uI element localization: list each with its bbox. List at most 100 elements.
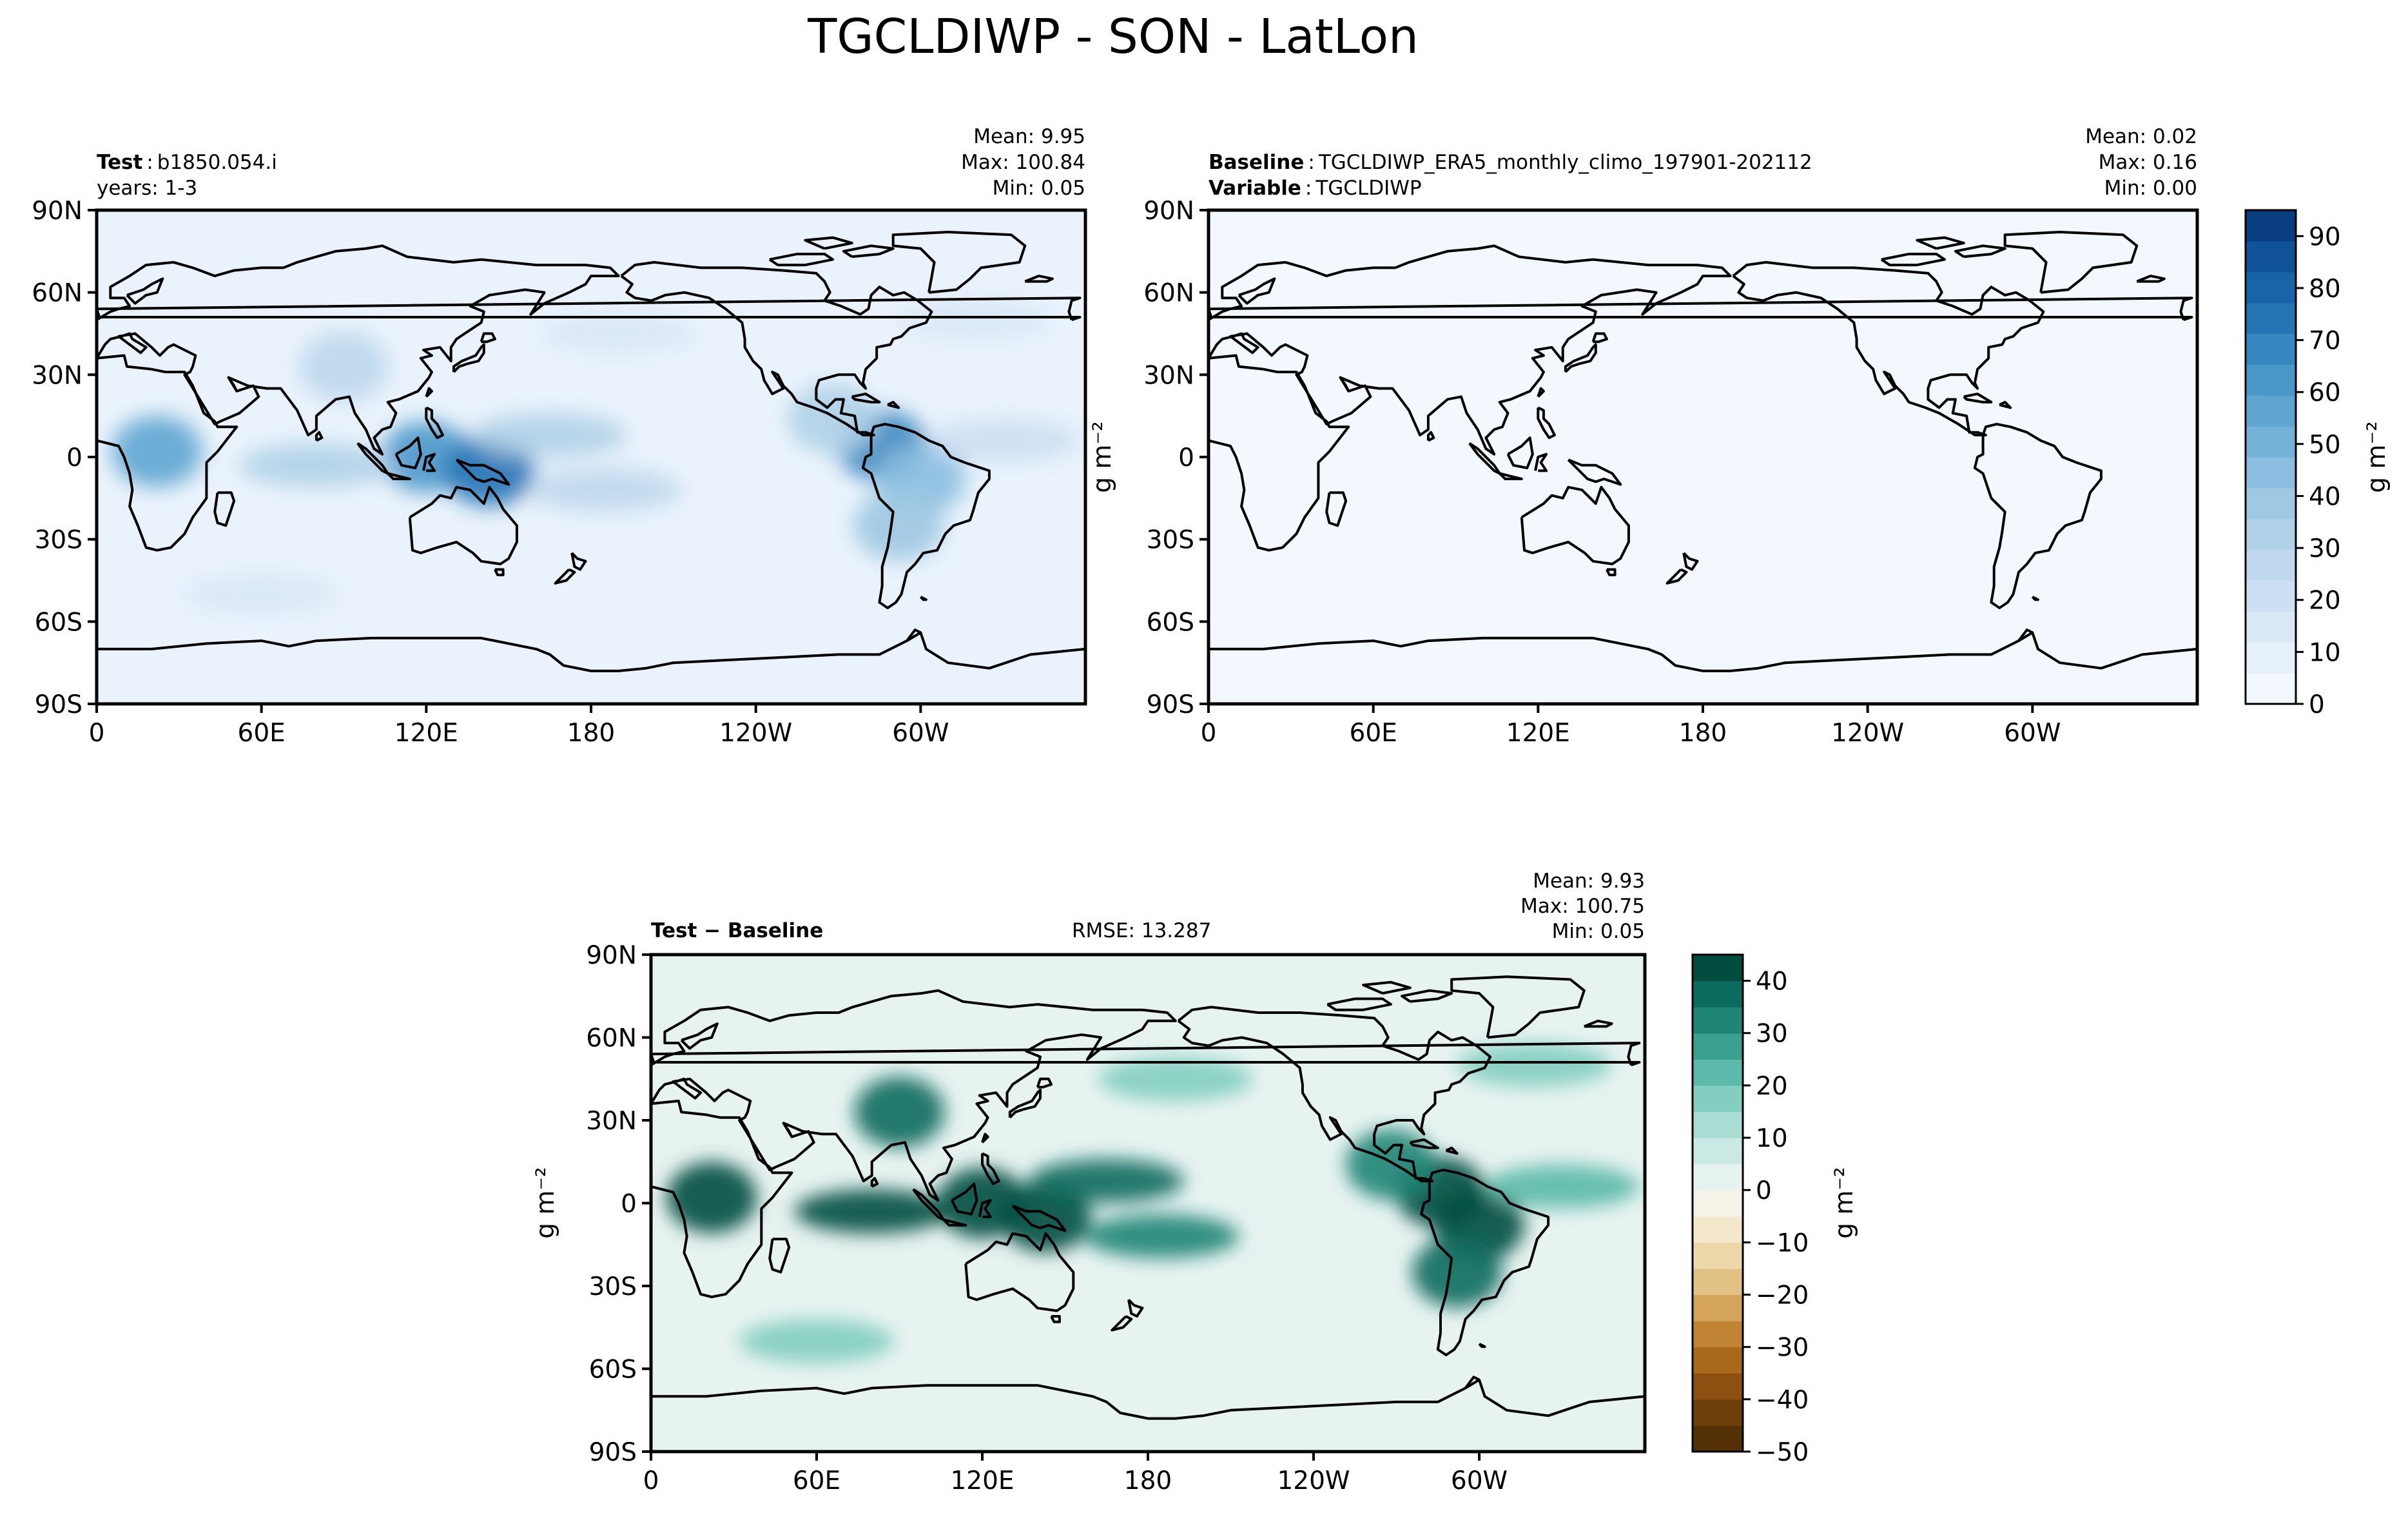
- baseline-var-bold: Variable: [1209, 177, 1301, 200]
- x-tick-label: 0: [643, 1466, 659, 1495]
- colorbar-swatch: [2246, 240, 2296, 273]
- field-blob: [898, 298, 1053, 342]
- coastline-path: [680, 1022, 719, 1050]
- test-mean: Mean: 9.95: [973, 125, 1085, 148]
- coastline-path: [1401, 989, 1453, 1003]
- coastline-path: [554, 568, 576, 585]
- test-max: Max: 100.84: [961, 151, 1085, 174]
- field-blob: [739, 1319, 894, 1363]
- coastline-path: [978, 1199, 992, 1218]
- x-tick-label: 180: [1679, 719, 1727, 748]
- colorbar-swatch: [1693, 1163, 1743, 1191]
- colorbar-swatch: [1693, 955, 1743, 982]
- test-min: Min: 0.05: [993, 177, 1085, 200]
- coastline-path: [1963, 393, 1993, 404]
- x-tick-label: 60W: [892, 719, 949, 748]
- colorbar-swatch: [2246, 487, 2296, 520]
- colorbar-swatch: [1693, 1321, 1743, 1348]
- map-field: [1209, 231, 2197, 672]
- colorbar-swatches: [2246, 210, 2296, 705]
- coastline-path: [1011, 1204, 1067, 1232]
- colorbar-tick-label: 60: [2309, 378, 2341, 407]
- y-tick-label: 90S: [1147, 690, 1194, 719]
- colorbar-swatch: [2246, 333, 2296, 365]
- colorbar-tick-label: 20: [1756, 1072, 1788, 1101]
- colorbar-swatch: [2246, 518, 2296, 550]
- coastline-path: [782, 1122, 793, 1138]
- coastline-path: [1564, 343, 1597, 373]
- colorbar-top: 0 10 20 30 40 50 60 70 80 90 g m⁻²: [2244, 209, 2391, 719]
- baseline-var-name: TGCLDIWP: [1315, 177, 1421, 200]
- y-tick-label: 60S: [589, 1356, 637, 1385]
- test-case-name: b1850.054.i: [157, 151, 277, 174]
- field-blob: [527, 468, 683, 512]
- colorbar-tick-label: 40: [2309, 483, 2341, 512]
- y-tick-label: 60N: [586, 1024, 637, 1053]
- coastline-path: [1537, 387, 1545, 398]
- field-blob: [794, 1189, 949, 1234]
- colorbar-tick-label: 0: [2309, 690, 2325, 719]
- coastline-path: [887, 400, 900, 409]
- colorbar-tick-label: −30: [1756, 1334, 1809, 1363]
- coastline-path: [981, 1152, 1000, 1185]
- coastline-path: [1537, 406, 1556, 440]
- coastline-path: [912, 1188, 945, 1221]
- colorbar-swatch: [2246, 364, 2296, 396]
- coastline-path: [494, 568, 505, 576]
- colorbar-swatch: [1693, 1190, 1743, 1217]
- colorbar-swatch: [1693, 1425, 1743, 1452]
- coastline-path: [2003, 231, 2139, 294]
- baseline-label: Baseline: TGCLDIWP_ERA5_monthly_climo_197…: [1209, 151, 1812, 174]
- map-background: [1209, 210, 2197, 704]
- x-tick-label: 60E: [238, 719, 286, 748]
- colorbar-swatch: [2246, 457, 2296, 489]
- coastline-path: [1584, 1019, 1613, 1028]
- coastline-path: [1445, 1146, 1459, 1155]
- coastline-path: [1916, 236, 1965, 250]
- colorbar-swatch: [2246, 549, 2296, 581]
- colorbar-top-label: g m⁻²: [2362, 421, 2391, 492]
- coastline-path: [768, 1238, 791, 1274]
- coastline-path: [1036, 1077, 1053, 1089]
- colorbar-tick-label: 0: [1756, 1176, 1772, 1205]
- coastline-path: [422, 452, 436, 472]
- panel-test: Test: b1850.054.i years: 1-3 Mean: 9.95 M…: [32, 125, 1087, 748]
- coastline-path: [804, 236, 853, 250]
- field-blob: [666, 1162, 757, 1233]
- field-blob: [1457, 1043, 1612, 1087]
- coastline-path: [97, 631, 1085, 672]
- coastline-path: [97, 297, 1082, 322]
- coastline-path: [1591, 332, 1608, 344]
- coastline-path: [1325, 491, 1348, 527]
- coastline-path: [1468, 442, 1501, 475]
- coastline-path: [891, 231, 1027, 294]
- x-tick-label: 60W: [2004, 719, 2061, 748]
- colorbar-swatch: [1693, 1294, 1743, 1321]
- field-blob: [1084, 1214, 1239, 1258]
- field-blob: [1345, 1129, 1436, 1200]
- coastline-path: [2031, 596, 2039, 601]
- coastline-path: [1567, 458, 1622, 486]
- coastline-path: [1682, 552, 1699, 571]
- coastline-path: [126, 277, 164, 305]
- x-tick-label: 0: [1201, 719, 1217, 748]
- colorbar-tick-label: 70: [2309, 327, 2341, 356]
- coastline-path: [1409, 1138, 1439, 1149]
- colorbar-tick-label: 10: [2309, 638, 2341, 667]
- colorbar-swatch: [1693, 1138, 1743, 1165]
- coastline-path: [97, 354, 238, 552]
- coastline-path: [425, 387, 433, 398]
- colorbar-swatch: [1693, 1059, 1743, 1086]
- coastline-path: [906, 628, 922, 642]
- colorbar-tick-label: 30: [2309, 534, 2341, 563]
- coastline-path: [1499, 472, 1523, 480]
- coastline-path: [97, 244, 620, 456]
- y-tick-label: 60N: [32, 279, 83, 308]
- coastline-path: [870, 1177, 879, 1188]
- x-tick-label: 120E: [1506, 719, 1570, 748]
- coastline-path: [1665, 568, 1688, 585]
- x-tick-label: 180: [1124, 1466, 1172, 1495]
- side-unit-label-bottom: g m⁻²: [531, 1167, 560, 1238]
- y-tick-label: 60N: [1143, 279, 1194, 308]
- field-blob: [472, 413, 628, 457]
